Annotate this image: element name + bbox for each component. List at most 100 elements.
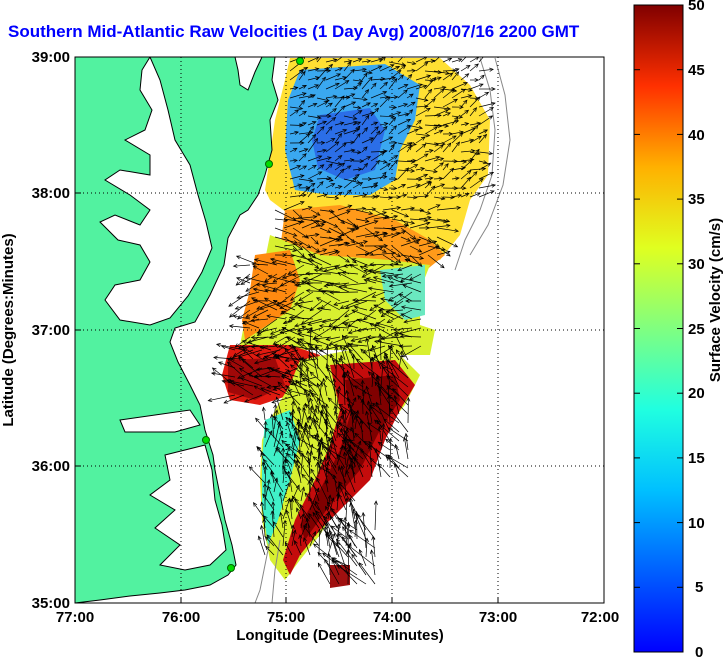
velocity-arrowhead: [296, 437, 302, 442]
velocity-arrow: [253, 265, 269, 275]
velocity-arrowhead: [393, 214, 399, 219]
velocity-arrowhead: [454, 228, 460, 233]
velocity-arrow: [325, 117, 336, 126]
velocity-arrow: [344, 323, 359, 329]
velocity-arrowhead: [423, 104, 429, 109]
velocity-arrow: [331, 525, 349, 540]
velocity-arrow: [451, 116, 459, 126]
velocity-arrowhead: [378, 333, 383, 338]
velocity-arrowhead: [237, 375, 242, 379]
velocity-arrowhead: [290, 253, 295, 258]
velocity-arrowhead: [299, 503, 304, 509]
velocity-arrowhead: [253, 502, 258, 507]
velocity-arrowhead: [346, 549, 351, 554]
velocity-arrowhead: [366, 156, 372, 161]
velocity-arrowhead: [350, 148, 356, 153]
velocity-arrowhead: [491, 101, 496, 106]
velocity-arrow: [343, 371, 364, 388]
velocity-arrow: [344, 430, 356, 448]
velocity-arrow: [316, 297, 341, 311]
velocity-arrow: [278, 336, 296, 348]
velocity-arrow: [208, 394, 236, 402]
velocity-arrowhead: [238, 367, 244, 372]
velocity-arrow: [334, 405, 338, 421]
velocity-arrowhead: [265, 427, 270, 432]
velocity-arrow: [309, 477, 313, 493]
velocity-arrowhead: [314, 67, 320, 72]
velocity-arrowhead: [358, 562, 364, 567]
velocity-arrowhead: [475, 151, 481, 156]
velocity-arrowhead: [354, 456, 359, 462]
velocity-arrow: [418, 241, 437, 247]
velocity-arrowhead: [221, 379, 227, 384]
velocity-arrow: [321, 441, 337, 460]
velocity-arrowhead: [356, 132, 361, 138]
velocity-arrowhead: [321, 76, 326, 82]
velocity-arrow: [316, 149, 327, 153]
velocity-arrow: [469, 171, 478, 180]
velocity-arrow: [355, 513, 376, 540]
velocity-arrowhead: [303, 522, 308, 528]
velocity-arrowhead: [363, 72, 368, 78]
velocity-arrow: [424, 177, 433, 180]
velocity-arrowhead: [301, 325, 307, 330]
velocity-arrowhead: [337, 532, 343, 538]
velocity-arrowhead: [306, 415, 311, 421]
velocity-arrow: [389, 438, 392, 469]
velocity-arrowhead: [360, 379, 365, 385]
velocity-arrowhead: [393, 155, 399, 160]
velocity-arrow: [325, 196, 339, 199]
velocity-arrow: [363, 270, 386, 275]
velocity-arrow: [343, 282, 368, 287]
velocity-arrow: [382, 366, 409, 388]
velocity-arrow: [292, 345, 310, 370]
velocity-arrowhead: [463, 82, 468, 86]
velocity-arrow: [380, 423, 385, 451]
velocity-arrowhead: [392, 186, 398, 191]
velocity-arrow: [350, 502, 356, 529]
velocity-arrowhead: [302, 110, 307, 115]
velocity-arrowhead: [303, 388, 308, 394]
velocity-arrow: [274, 227, 297, 237]
velocity-arrow: [305, 422, 311, 448]
velocity-arrowhead: [361, 206, 367, 211]
velocity-arrowhead: [288, 315, 294, 320]
velocity-arrowhead: [235, 281, 241, 286]
velocity-arrow: [406, 124, 423, 129]
velocity-arrow: [347, 370, 355, 397]
velocity-arrow: [352, 110, 362, 117]
velocity-arrow: [300, 373, 319, 388]
velocity-arrowhead: [406, 125, 412, 130]
velocity-arrow: [307, 327, 323, 333]
velocity-arrowhead: [260, 387, 265, 392]
velocity-arrow: [382, 215, 398, 220]
velocity-arrow: [427, 225, 450, 229]
velocity-arrowhead: [378, 237, 384, 242]
velocity-arrow: [227, 357, 245, 369]
velocity-arrowhead: [342, 129, 348, 133]
velocity-arrowhead: [298, 242, 303, 247]
velocity-arrow: [460, 139, 474, 144]
velocity-arrow: [275, 448, 293, 466]
velocity-arrowhead: [242, 321, 248, 325]
velocity-arrowhead: [271, 352, 277, 357]
velocity-arrow: [373, 252, 396, 256]
velocity-arrowhead: [387, 276, 393, 281]
velocity-arrowhead: [344, 305, 350, 310]
velocity-arrow: [388, 117, 396, 126]
velocity-arrow: [301, 245, 316, 259]
velocity-arrowhead: [342, 334, 346, 340]
velocity-arrow: [361, 70, 373, 74]
velocity-arrowhead: [414, 239, 420, 244]
colorbar-tick-label: 50: [688, 0, 705, 14]
velocity-arrowhead: [336, 565, 342, 570]
velocity-arrowhead: [311, 121, 317, 125]
velocity-arrowhead: [339, 414, 343, 420]
velocity-arrowhead: [297, 331, 303, 336]
velocity-arrow: [378, 426, 382, 442]
velocity-arrowhead: [236, 295, 242, 300]
velocity-arrow: [332, 557, 358, 576]
velocity-arrow: [317, 397, 329, 421]
velocity-arrow: [380, 360, 384, 388]
velocity-arrowhead: [301, 70, 306, 76]
